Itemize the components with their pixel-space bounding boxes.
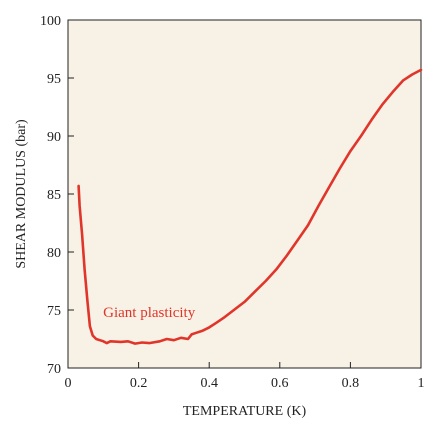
x-tick-label: 0 bbox=[65, 376, 72, 391]
x-tick-label: 0.2 bbox=[130, 376, 148, 391]
annotation-label: Giant plasticity bbox=[103, 305, 196, 321]
y-axis-title: SHEAR MODULUS (bar) bbox=[14, 119, 29, 269]
y-tick-label: 95 bbox=[47, 72, 61, 87]
x-tick-label: 0.6 bbox=[271, 376, 289, 391]
y-tick-label: 70 bbox=[47, 362, 61, 377]
x-tick-label: 0.8 bbox=[342, 376, 360, 391]
x-tick-label: 1 bbox=[418, 376, 425, 391]
y-tick-label: 80 bbox=[47, 246, 61, 261]
y-tick-label: 85 bbox=[47, 188, 61, 203]
x-axis-title: TEMPERATURE (K) bbox=[183, 404, 307, 419]
plot-area bbox=[67, 19, 422, 369]
series-layer bbox=[77, 68, 423, 345]
axis-ticks: 0 0.2 0.4 0.6 0.8 1 70 75 80 85 90 95 100 bbox=[40, 14, 425, 391]
y-tick-label: 100 bbox=[40, 14, 61, 29]
shear-modulus-line bbox=[77, 68, 423, 345]
x-tick-label: 0.4 bbox=[200, 376, 218, 391]
annotation-layer: Giant plasticity bbox=[103, 305, 196, 321]
y-tick-label: 90 bbox=[47, 130, 61, 145]
y-tick-label: 75 bbox=[47, 304, 61, 319]
